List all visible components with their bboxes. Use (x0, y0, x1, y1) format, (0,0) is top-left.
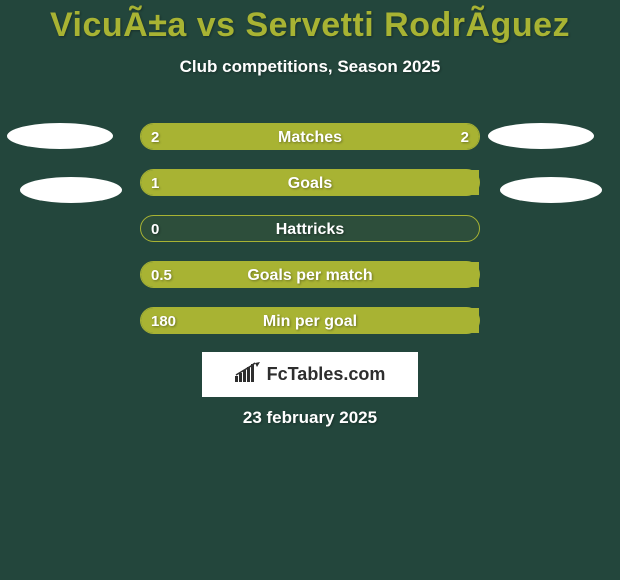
page-title: VicuÃ±a vs Servetti RodrÃ­guez (0, 0, 620, 45)
stat-track: 180Min per goal (140, 307, 480, 334)
stat-track: 1Goals (140, 169, 480, 196)
stat-fill-right (310, 124, 479, 149)
source-logo-text: FcTables.com (267, 364, 386, 385)
stat-label: Hattricks (141, 216, 479, 243)
stat-fill-left (141, 170, 479, 195)
stat-row: 0Hattricks (0, 215, 620, 261)
stat-fill-left (141, 308, 479, 333)
stat-value-left: 180 (151, 308, 176, 335)
stat-row: 0.5Goals per match (0, 261, 620, 307)
date-text: 23 february 2025 (0, 408, 620, 428)
decorative-ellipse (500, 177, 602, 203)
stat-fill-left (141, 262, 479, 287)
stat-value-left: 0.5 (151, 262, 172, 289)
source-logo-inner: FcTables.com (235, 362, 386, 387)
stat-track: 0.5Goals per match (140, 261, 480, 288)
decorative-ellipse (488, 123, 594, 149)
stat-value-left: 1 (151, 170, 159, 197)
stat-value-left: 0 (151, 216, 159, 243)
stat-value-right: 2 (461, 124, 469, 151)
stat-track: 0Hattricks (140, 215, 480, 242)
subtitle: Club competitions, Season 2025 (0, 57, 620, 77)
stat-value-left: 2 (151, 124, 159, 151)
comparison-graphic: VicuÃ±a vs Servetti RodrÃ­guez Club comp… (0, 0, 620, 580)
bars-icon (235, 362, 261, 387)
decorative-ellipse (20, 177, 122, 203)
stat-track: 22Matches (140, 123, 480, 150)
stat-row: 180Min per goal (0, 307, 620, 353)
stats-block: 22Matches1Goals0Hattricks0.5Goals per ma… (0, 123, 620, 353)
decorative-ellipse (7, 123, 113, 149)
source-logo: FcTables.com (202, 352, 418, 397)
stat-fill-left (141, 124, 310, 149)
